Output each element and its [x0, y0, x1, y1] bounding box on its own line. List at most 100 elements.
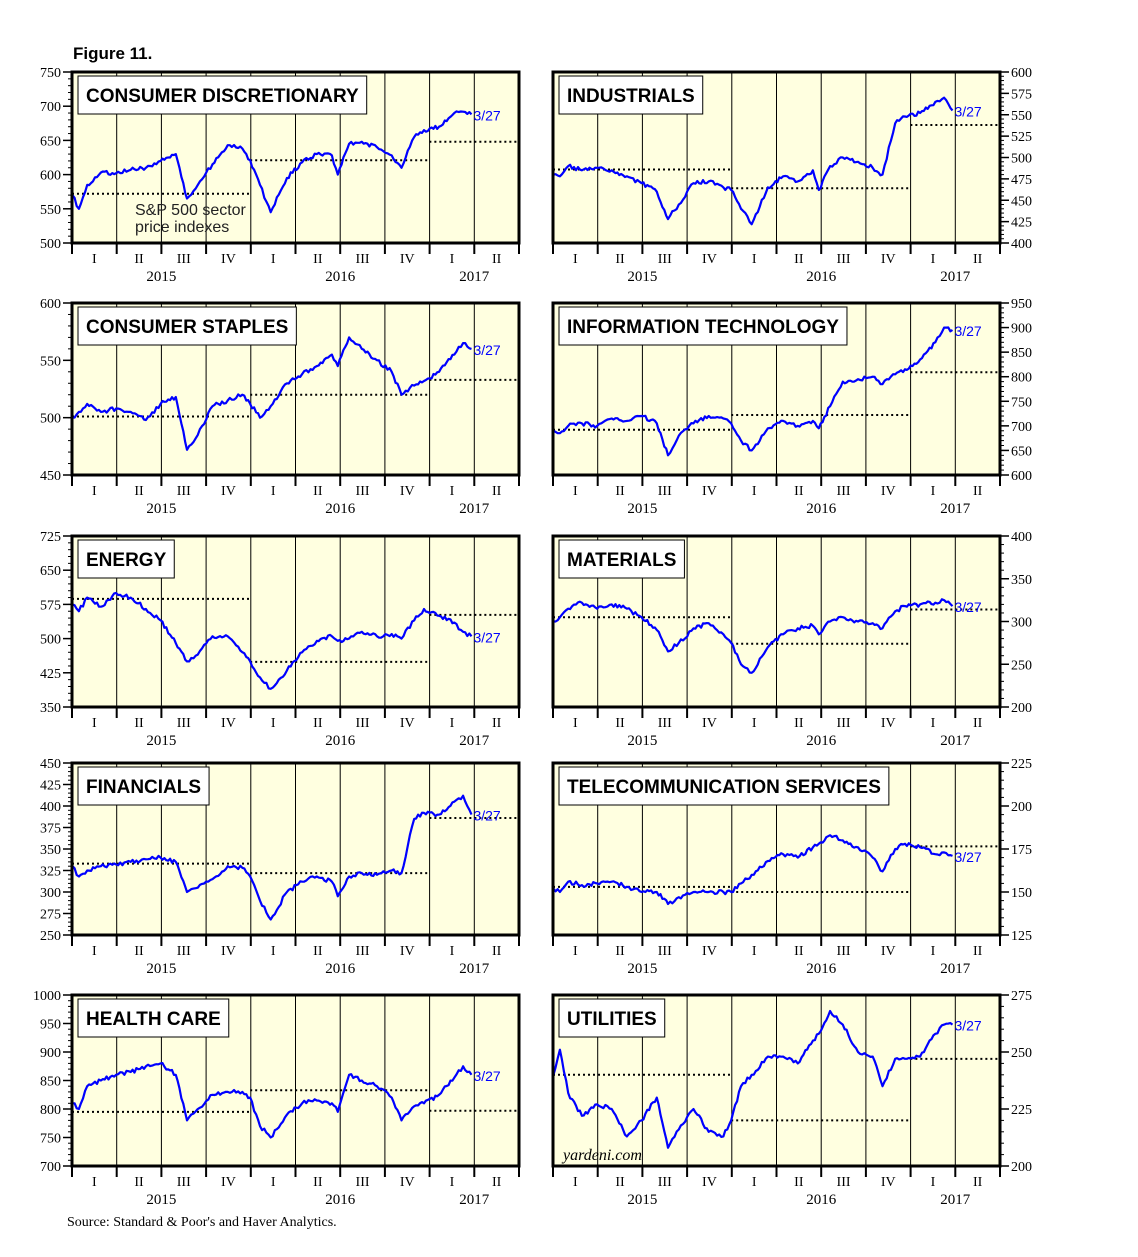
x-quarter-label: I	[573, 716, 578, 731]
end-date-label: 3/27	[954, 1018, 981, 1034]
y-tick-label: 800	[1011, 371, 1032, 386]
panel-title: INDUSTRIALS	[567, 86, 695, 107]
x-quarter-label: I	[92, 1175, 97, 1190]
x-quarter-label: II	[134, 716, 144, 731]
x-quarter-label: III	[837, 1175, 851, 1190]
y-tick-label: 500	[40, 237, 61, 252]
panel-title: INFORMATION TECHNOLOGY	[567, 317, 839, 338]
x-quarter-label: III	[356, 252, 370, 267]
end-date-label: 3/27	[473, 107, 500, 123]
x-quarter-label: II	[313, 1175, 323, 1190]
y-tick-label: 375	[40, 822, 61, 837]
panel-title: TELECOMMUNICATION SERVICES	[567, 777, 881, 798]
y-tick-label: 600	[1011, 469, 1032, 484]
x-quarter-label: II	[134, 944, 144, 959]
x-quarter-label: II	[973, 484, 983, 499]
x-quarter-label: II	[492, 716, 502, 731]
series-line	[553, 96, 954, 226]
x-quarter-label: I	[931, 484, 936, 499]
y-tick-label: 250	[1011, 658, 1032, 673]
x-year-label: 2017	[940, 733, 971, 749]
x-quarter-label: III	[177, 252, 191, 267]
series-line	[72, 591, 473, 690]
panel-title-box	[77, 766, 210, 806]
x-quarter-label: IV	[702, 484, 717, 499]
x-year-label: 2017	[459, 1192, 490, 1208]
x-quarter-label: II	[973, 716, 983, 731]
panel-information-technology: INFORMATION TECHNOLOGY 3/27 600 650 700 750 80…	[551, 297, 1032, 517]
y-tick-label: 650	[40, 134, 61, 149]
x-quarter-label: I	[752, 716, 757, 731]
x-quarter-label: II	[973, 1175, 983, 1190]
x-quarter-label: IV	[702, 1175, 717, 1190]
x-year-label: 2016	[806, 501, 837, 517]
x-quarter-label: II	[492, 944, 502, 959]
y-tick-label: 200	[1011, 800, 1032, 815]
panel-title-box	[77, 306, 297, 346]
x-year-label: 2016	[325, 1192, 356, 1208]
x-year-label: 2016	[325, 501, 356, 517]
x-quarter-label: I	[450, 944, 455, 959]
y-tick-label: 500	[1011, 152, 1032, 167]
x-quarter-label: II	[134, 1175, 144, 1190]
x-quarter-label: II	[134, 252, 144, 267]
x-year-label: 2015	[627, 1192, 657, 1208]
y-tick-label: 850	[1011, 346, 1032, 361]
x-year-label: 2015	[146, 733, 176, 749]
x-quarter-label: II	[973, 944, 983, 959]
panel-consumer-discretionary: CONSUMER DISCRETIONARY 3/27 500 550 600 650 70…	[40, 66, 521, 285]
x-year-label: 2015	[146, 961, 176, 977]
x-year-label: 2015	[627, 733, 657, 749]
y-tick-label: 400	[1011, 237, 1032, 252]
y-tick-label: 950	[40, 1018, 61, 1033]
y-tick-label: 300	[40, 886, 61, 901]
x-quarter-label: II	[794, 1175, 804, 1190]
y-tick-label: 600	[40, 169, 61, 184]
series-line	[552, 834, 953, 906]
x-year-label: 2016	[806, 1192, 837, 1208]
series-line	[72, 336, 472, 451]
x-quarter-label: III	[356, 484, 370, 499]
x-quarter-label: IV	[221, 944, 236, 959]
y-tick-label: 250	[40, 929, 61, 944]
x-quarter-label: I	[931, 1175, 936, 1190]
y-tick-label: 550	[40, 354, 61, 369]
x-quarter-label: II	[313, 716, 323, 731]
x-quarter-label: III	[837, 252, 851, 267]
panel-title-box	[558, 998, 666, 1038]
y-tick-label: 550	[40, 203, 61, 218]
x-quarter-label: I	[450, 716, 455, 731]
y-tick-label: 1000	[33, 989, 61, 1004]
x-year-label: 2015	[146, 501, 176, 517]
x-quarter-label: I	[752, 1175, 757, 1190]
y-tick-label: 400	[40, 800, 61, 815]
x-year-label: 2015	[627, 501, 657, 517]
series-line	[553, 598, 954, 674]
panel-title-box	[558, 766, 890, 806]
panel-telecommunication-services: TELECOMMUNICATION SERVICES 3/27 125 150 175 2…	[551, 757, 1032, 977]
panel-title-box	[77, 998, 230, 1038]
x-quarter-label: I	[752, 484, 757, 499]
x-quarter-label: II	[794, 944, 804, 959]
x-quarter-label: II	[134, 484, 144, 499]
x-quarter-label: III	[837, 716, 851, 731]
x-quarter-label: I	[450, 484, 455, 499]
x-quarter-label: IV	[400, 484, 415, 499]
x-quarter-label: II	[794, 484, 804, 499]
y-tick-label: 750	[40, 66, 61, 81]
x-quarter-label: IV	[702, 944, 717, 959]
panel-industrials: INDUSTRIALS 3/27 400 425 450 475 500 525 550 575 6…	[551, 66, 1032, 285]
y-tick-label: 200	[1011, 1160, 1032, 1175]
y-tick-label: 200	[1011, 701, 1032, 716]
x-quarter-label: III	[658, 1175, 672, 1190]
annotation-line: S&P 500 sector	[135, 202, 247, 219]
series-line	[72, 1062, 473, 1139]
x-quarter-label: I	[450, 252, 455, 267]
x-quarter-label: IV	[221, 484, 236, 499]
x-quarter-label: I	[271, 252, 276, 267]
y-tick-label: 700	[1011, 420, 1032, 435]
x-quarter-label: II	[794, 252, 804, 267]
x-quarter-label: IV	[881, 484, 896, 499]
y-tick-label: 600	[1011, 66, 1032, 81]
